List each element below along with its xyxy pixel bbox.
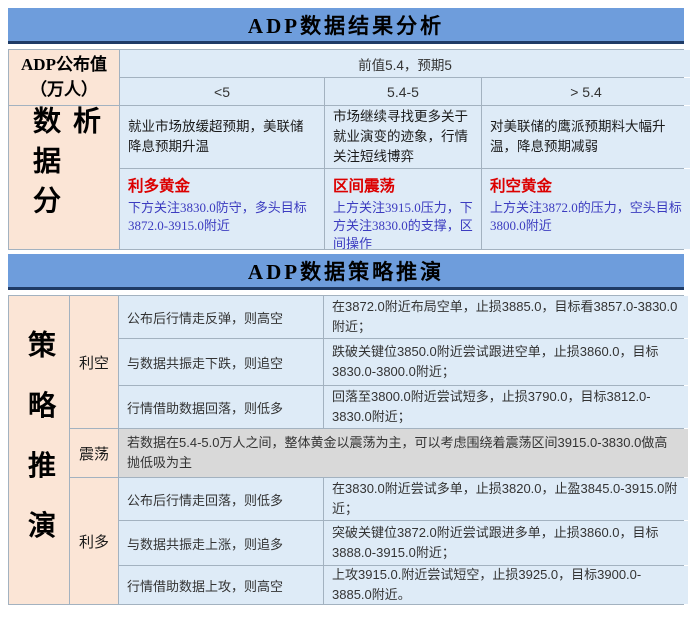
strategy-section-title: ADP数据策略推演 <box>247 259 445 284</box>
analysis-table: ADP公布值 （万人） 前值5.4，预期5 <5 5.4-5 > 5.4 数据分… <box>8 49 690 250</box>
bullish-row-1-condition: 与数据共振走上涨，则追多 <box>119 521 323 565</box>
analysis-section-header: ADP数据结果分析 <box>8 8 684 44</box>
group-range-label: 震荡 <box>70 429 118 477</box>
bearish-row-2-condition: 行情借助数据回落，则低多 <box>119 386 323 428</box>
conclusion-mid-cell: 区间震荡 上方关注3915.0压力，下方关注3830.0的支撑，区间操作 <box>325 169 481 249</box>
bullish-row-0-action: 在3830.0附近尝试多单，止损3820.0，止盈3845.0-3915.0附近… <box>324 478 688 520</box>
strategy-section-header: ADP数据策略推演 <box>8 254 684 290</box>
strategy-table: 策略推演 利空 公布后行情走反弹，则高空 在3872.0附近布局空单，止损388… <box>8 295 688 605</box>
strategy-side-label: 策略推演 <box>9 296 69 604</box>
scenario-mid-header: 5.4-5 <box>325 78 481 105</box>
bullish-row-2-action: 上攻3915.0.附近尝试短空，止损3925.0，目标3900.0-3885.0… <box>324 566 688 604</box>
analysis-low-cell: 就业市场放缓超预期，美联储降息预期升温 <box>120 106 324 168</box>
bearish-row-0-action: 在3872.0附近布局空单，止损3885.0，目标看3857.0-3830.0附… <box>324 296 688 338</box>
adp-value-label-line1: ADP公布值 <box>21 54 107 74</box>
bullish-row-0-condition: 公布后行情走回落，则低多 <box>119 478 323 520</box>
conclusion-high-detail: 上方关注3872.0的压力，空头目标3800.0附近 <box>490 200 682 233</box>
conclusion-high-title: 利空黄金 <box>490 178 553 195</box>
adp-value-row-header: ADP公布值 （万人） <box>9 50 119 105</box>
conclusion-mid-title: 区间震荡 <box>333 178 396 195</box>
scenario-high-header: > 5.4 <box>482 78 690 105</box>
bearish-row-1-condition: 与数据共振走下跌，则追空 <box>119 339 323 385</box>
scenario-low-header: <5 <box>120 78 324 105</box>
bullish-row-2-condition: 行情借助数据上攻，则高空 <box>119 566 323 604</box>
range-note-cell: 若数据在5.4-5.0万人之间，整体黄金以震荡为主，可以考虑围绕着震荡区间391… <box>119 429 688 477</box>
prev-expect-cell: 前值5.4，预期5 <box>120 50 690 77</box>
conclusion-mid-detail: 上方关注3915.0压力，下方关注3830.0的支撑，区间操作 <box>333 200 473 249</box>
bullish-row-1-action: 突破关键位3872.0附近尝试跟进多单，止损3860.0，目标3888.0-39… <box>324 521 688 565</box>
conclusion-low-detail: 下方关注3830.0防守，多头目标3872.0-3915.0附近 <box>128 200 307 233</box>
analysis-side-label: 数据分析 <box>9 106 119 249</box>
conclusion-low-title: 利多黄金 <box>128 178 191 195</box>
analysis-section-title: ADP数据结果分析 <box>247 13 445 38</box>
bearish-row-1-action: 跌破关键位3850.0附近尝试跟进空单，止损3860.0，目标3830.0-38… <box>324 339 688 385</box>
analysis-high-cell: 对美联储的鹰派预期料大幅升温，降息预期减弱 <box>482 106 690 168</box>
conclusion-low-cell: 利多黄金 下方关注3830.0防守，多头目标3872.0-3915.0附近 <box>120 169 324 249</box>
bearish-row-2-action: 回落至3800.0附近尝试短多，止损3790.0，目标3812.0-3830.0… <box>324 386 688 428</box>
bearish-row-0-condition: 公布后行情走反弹，则高空 <box>119 296 323 338</box>
conclusion-high-cell: 利空黄金 上方关注3872.0的压力，空头目标3800.0附近 <box>482 169 690 249</box>
adp-value-label-line2: （万人） <box>30 79 98 99</box>
group-bullish-label: 利多 <box>70 478 118 604</box>
analysis-mid-cell: 市场继续寻找更多关于就业演变的迹象，行情关注短线博弈 <box>325 106 481 168</box>
group-bearish-label: 利空 <box>70 296 118 428</box>
